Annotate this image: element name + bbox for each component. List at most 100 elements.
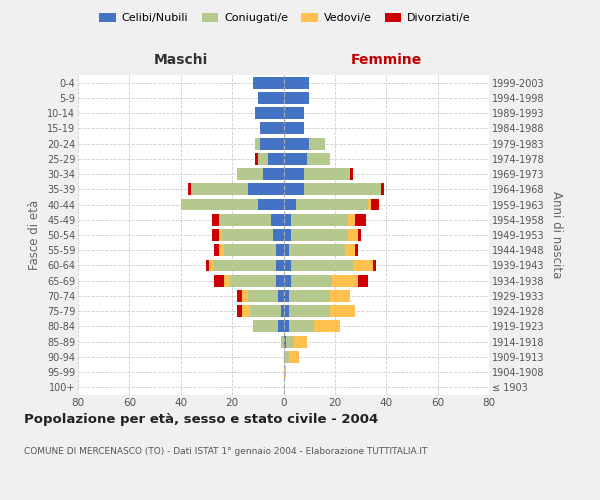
Bar — [268, 153, 284, 165]
Text: Femmine: Femmine — [350, 54, 422, 68]
Bar — [253, 76, 284, 88]
Bar — [284, 336, 286, 347]
Bar — [284, 184, 304, 195]
Bar — [368, 198, 371, 210]
Bar — [289, 320, 314, 332]
Bar — [284, 153, 307, 165]
Bar — [381, 184, 383, 195]
Bar — [255, 153, 258, 165]
Bar — [350, 168, 353, 180]
Bar — [214, 260, 276, 272]
Bar — [276, 260, 284, 272]
Bar — [284, 168, 304, 180]
Bar — [230, 275, 276, 286]
Bar — [248, 184, 284, 195]
Bar — [330, 305, 355, 317]
Bar — [258, 153, 268, 165]
Bar — [224, 275, 230, 286]
Bar — [284, 76, 309, 88]
Bar — [355, 214, 366, 226]
Bar — [278, 320, 284, 332]
Bar — [237, 290, 242, 302]
Bar — [284, 275, 291, 286]
Bar — [242, 305, 250, 317]
Bar — [284, 320, 289, 332]
Bar — [278, 290, 284, 302]
Bar — [284, 138, 309, 149]
Bar — [307, 153, 330, 165]
Bar — [284, 244, 289, 256]
Bar — [263, 168, 284, 180]
Bar — [191, 184, 248, 195]
Bar — [219, 229, 222, 241]
Bar — [242, 290, 248, 302]
Bar — [214, 244, 219, 256]
Bar — [291, 214, 348, 226]
Bar — [355, 244, 358, 256]
Bar — [284, 198, 296, 210]
Bar — [284, 107, 304, 119]
Bar — [250, 305, 281, 317]
Bar — [273, 229, 284, 241]
Bar — [309, 138, 325, 149]
Bar — [276, 275, 284, 286]
Bar — [284, 214, 291, 226]
Bar — [284, 366, 286, 378]
Bar — [304, 168, 350, 180]
Bar — [373, 260, 376, 272]
Bar — [206, 260, 209, 272]
Bar — [284, 305, 289, 317]
Bar — [212, 214, 219, 226]
Bar — [222, 229, 273, 241]
Bar — [214, 275, 224, 286]
Bar — [284, 229, 291, 241]
Text: COMUNE DI MERCENASCO (TO) - Dati ISTAT 1° gennaio 2004 - Elaborazione TUTTITALIA: COMUNE DI MERCENASCO (TO) - Dati ISTAT 1… — [24, 448, 427, 456]
Bar — [271, 214, 284, 226]
Y-axis label: Fasce di età: Fasce di età — [28, 200, 41, 270]
Bar — [332, 275, 358, 286]
Bar — [276, 244, 284, 256]
Bar — [289, 305, 330, 317]
Y-axis label: Anni di nascita: Anni di nascita — [550, 192, 563, 278]
Bar — [212, 229, 219, 241]
Text: Popolazione per età, sesso e stato civile - 2004: Popolazione per età, sesso e stato civil… — [24, 412, 378, 426]
Bar — [284, 290, 289, 302]
Bar — [358, 275, 368, 286]
Bar — [260, 138, 284, 149]
Bar — [353, 260, 373, 272]
Bar — [294, 336, 307, 347]
Bar — [304, 184, 381, 195]
Legend: Celibi/Nubili, Coniugati/e, Vedovi/e, Divorziati/e: Celibi/Nubili, Coniugati/e, Vedovi/e, Di… — [95, 8, 475, 28]
Bar — [289, 244, 345, 256]
Bar — [281, 336, 284, 347]
Bar — [255, 107, 284, 119]
Bar — [286, 336, 294, 347]
Bar — [258, 92, 284, 104]
Bar — [237, 305, 242, 317]
Bar — [345, 244, 355, 256]
Bar — [284, 260, 291, 272]
Bar — [330, 290, 350, 302]
Bar — [296, 198, 368, 210]
Bar — [260, 122, 284, 134]
Bar — [219, 214, 271, 226]
Bar — [237, 168, 263, 180]
Bar — [291, 275, 332, 286]
Bar — [219, 244, 224, 256]
Bar — [291, 229, 348, 241]
Bar — [281, 305, 284, 317]
Bar — [248, 290, 278, 302]
Bar — [348, 229, 358, 241]
Bar — [258, 198, 284, 210]
Bar — [224, 244, 276, 256]
Bar — [358, 229, 361, 241]
Bar — [284, 92, 309, 104]
Bar — [289, 351, 299, 363]
Bar — [291, 260, 353, 272]
Bar — [284, 351, 289, 363]
Bar — [209, 260, 214, 272]
Bar — [289, 290, 330, 302]
Bar — [188, 184, 191, 195]
Bar — [348, 214, 355, 226]
Bar — [371, 198, 379, 210]
